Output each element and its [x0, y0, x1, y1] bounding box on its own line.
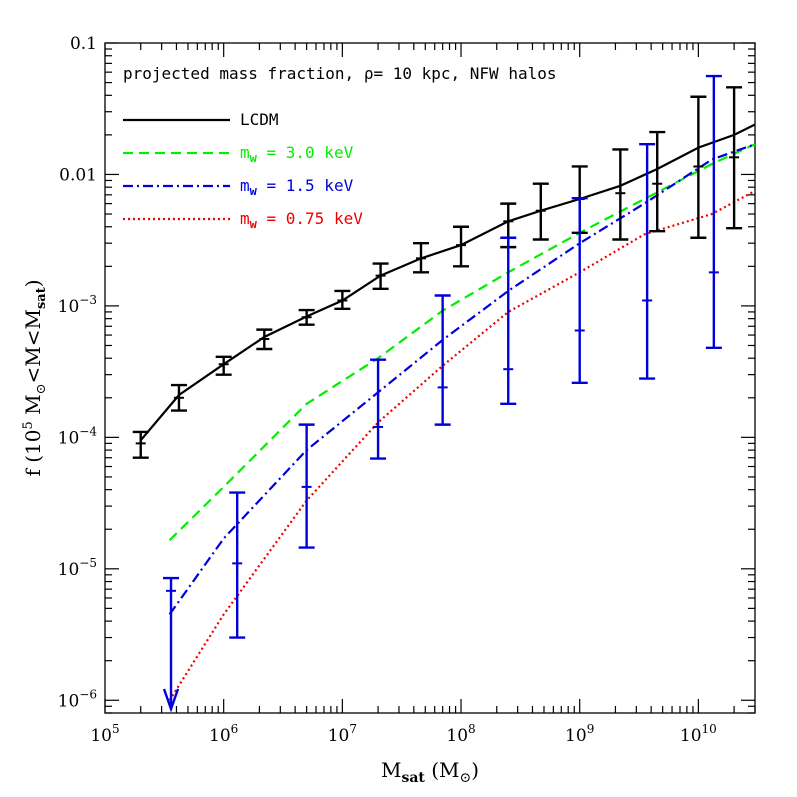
x-tick-label: 109 — [565, 722, 594, 746]
x-tick-label: 1010 — [680, 722, 717, 746]
error-bar-0-10 — [532, 182, 549, 241]
error-bar-1-2 — [370, 358, 387, 460]
series-curves — [139, 123, 756, 701]
error-bar-0-8 — [453, 225, 470, 268]
y-tick-label: 10−5 — [58, 556, 97, 580]
series-line-3 — [168, 189, 756, 701]
x-tick-label: 106 — [209, 722, 238, 746]
y-tick-label: 0.01 — [59, 165, 97, 185]
error-bar-0-14 — [690, 95, 707, 239]
error-bar-0-4 — [298, 308, 315, 326]
x-tick-label: 105 — [90, 722, 119, 746]
error-bar-1-7 — [705, 74, 722, 350]
x-axis-label: Msat (M⊙) — [381, 758, 479, 786]
error-bar-1-3 — [434, 294, 451, 426]
tick-labels: 105 106 107 108 109 1010 0.1 0.01 10−3 10−4 10−5 10… — [58, 34, 717, 746]
error-bar-0-5 — [334, 289, 351, 311]
error-bar-0-1 — [170, 383, 187, 412]
error-bars — [132, 74, 743, 713]
y-axis-label: f (105 M⊙<M<Msat) — [21, 279, 49, 476]
chart-title: projected mass fraction, ρ= 10 kpc, NFW … — [123, 64, 556, 83]
y-tick-label: 10−3 — [58, 293, 97, 317]
y-tick-label: 10−6 — [58, 687, 97, 711]
error-bar-1-6 — [639, 142, 656, 380]
y-tick-label: 10−4 — [58, 424, 98, 448]
error-bar-0-6 — [372, 262, 389, 290]
legend-label-0: LCDM — [240, 110, 279, 129]
series-line-0 — [139, 123, 756, 442]
error-bar-1-4 — [500, 236, 517, 406]
error-bar-0-3 — [256, 328, 273, 351]
error-bar-1-0 — [229, 491, 246, 639]
x-tick-label: 107 — [328, 722, 357, 746]
legend: LCDM mw = 3.0 keV mw = 1.5 keV mw = 0.75 ke… — [123, 110, 363, 231]
x-tick-label: 108 — [446, 722, 475, 746]
error-bar-0-13 — [649, 130, 666, 233]
error-bar-1-1 — [298, 423, 315, 549]
series-line-1 — [168, 143, 756, 541]
legend-label-3: mw = 0.75 keV — [240, 209, 363, 231]
arrow-down-icon — [162, 688, 180, 713]
error-bar-0-2 — [215, 355, 232, 376]
plot-frame — [104, 42, 756, 714]
error-bar-1-5 — [571, 196, 588, 385]
error-bar-0-0 — [132, 430, 149, 459]
error-bar-0-15 — [726, 86, 743, 230]
legend-label-1: mw = 3.0 keV — [240, 143, 354, 165]
axis-ticks — [104, 42, 756, 714]
legend-label-2: mw = 1.5 keV — [240, 176, 354, 198]
upper-limit-0 — [162, 576, 180, 713]
error-bar-0-12 — [612, 148, 629, 241]
error-bar-0-7 — [413, 241, 430, 274]
y-tick-label: 0.1 — [70, 34, 97, 54]
